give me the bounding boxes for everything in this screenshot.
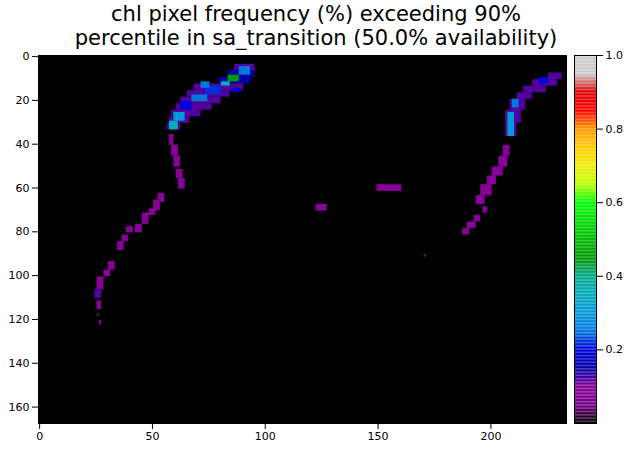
svg-text:40: 40 xyxy=(16,138,30,151)
svg-text:0.4: 0.4 xyxy=(606,270,624,283)
svg-text:100: 100 xyxy=(9,269,30,282)
svg-text:0: 0 xyxy=(36,430,43,443)
svg-text:80: 80 xyxy=(16,225,30,238)
svg-text:160: 160 xyxy=(9,401,30,414)
svg-text:0: 0 xyxy=(23,50,30,63)
html-text:chl pixel frequency (%) exceed: chl pixel frequency (%) exceeding 90% pe… xyxy=(74,2,558,50)
svg-text:60: 60 xyxy=(16,182,30,195)
svg-text:0.8: 0.8 xyxy=(606,123,624,136)
svg-text:50: 50 xyxy=(145,430,159,443)
svg-text:200: 200 xyxy=(480,430,501,443)
svg-text:100: 100 xyxy=(255,430,276,443)
svg-text:120: 120 xyxy=(9,313,30,326)
svg-text:0.6: 0.6 xyxy=(606,196,624,209)
svg-text:20: 20 xyxy=(16,94,30,107)
svg-text:1.0: 1.0 xyxy=(606,50,624,62)
svg-text:140: 140 xyxy=(9,357,30,370)
svg-text:0.2: 0.2 xyxy=(606,343,624,356)
svg-text:150: 150 xyxy=(368,430,389,443)
